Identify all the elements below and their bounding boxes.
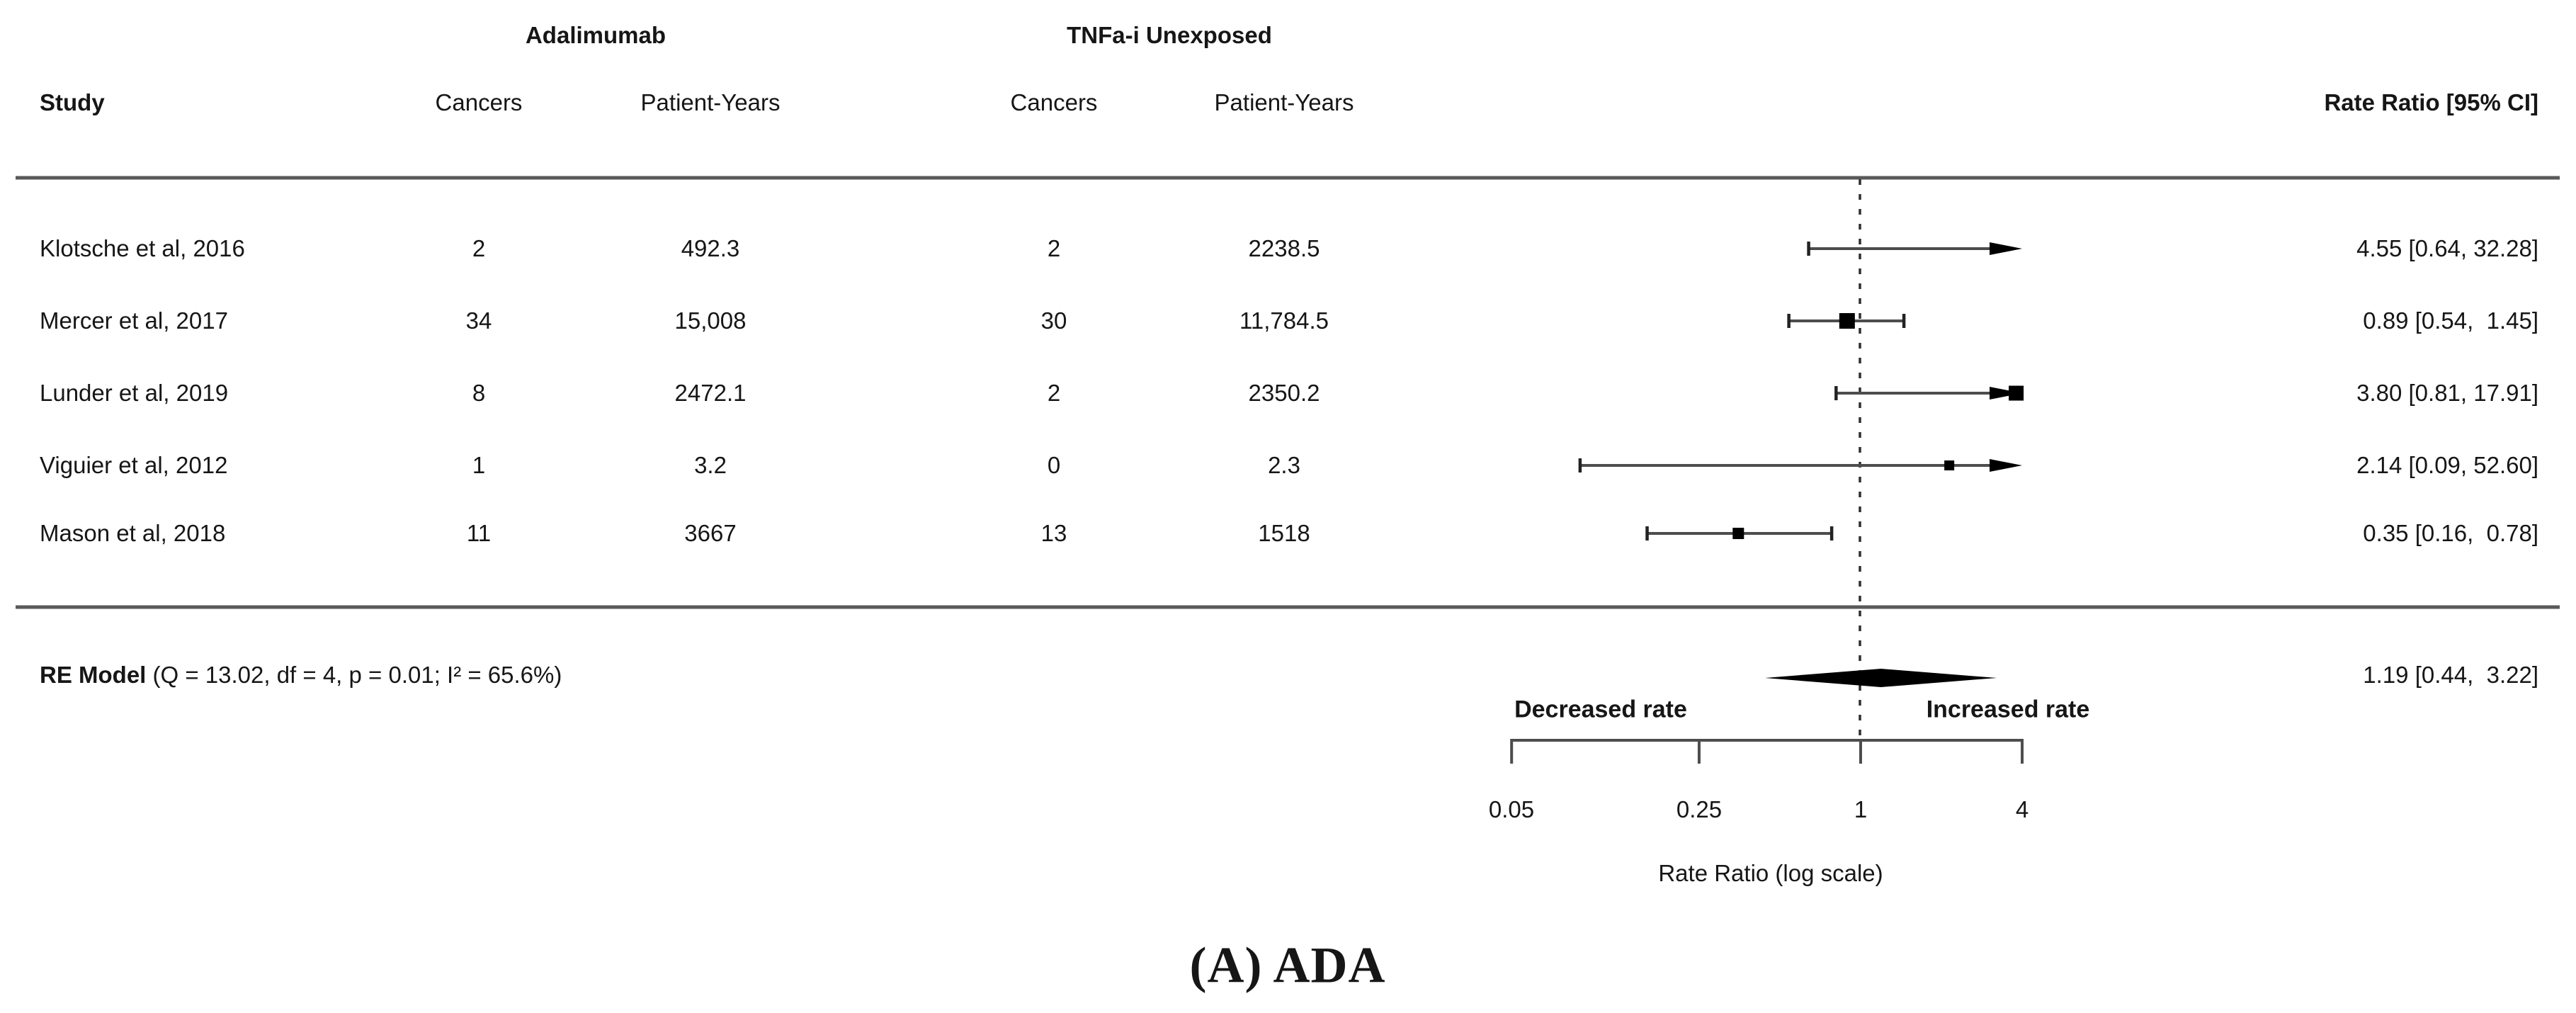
exposed-patient-years-value: 3.2	[694, 451, 727, 478]
figure-caption: (A) ADA	[1189, 936, 1386, 994]
column-header-rate-ratio: Rate Ratio [95% CI]	[2324, 89, 2538, 115]
exposed-cancers-value: 1	[472, 451, 486, 478]
study-name: Mason et al, 2018	[40, 519, 226, 546]
column-header-py-unexposed: Patient-Years	[1214, 89, 1354, 115]
re-model-label: RE Model (Q = 13.02, df = 4, p = 0.01; I…	[40, 662, 562, 688]
rate-ratio-ci-value: 2.14 [0.09, 52.60]	[2356, 451, 2538, 478]
exposed-patient-years-value: 2472.1	[674, 379, 747, 406]
unexposed-cancers-value: 0	[1047, 451, 1061, 478]
exposed-cancers-value: 34	[465, 307, 492, 334]
unexposed-cancers-value: 2	[1047, 234, 1061, 261]
axis-title: Rate Ratio (log scale)	[1658, 859, 1883, 886]
unexposed-cancers-value: 13	[1040, 519, 1067, 546]
rate-ratio-ci-value: 4.55 [0.64, 32.28]	[2356, 234, 2538, 261]
group-header-adalimumab: Adalimumab	[525, 21, 666, 48]
study-name: Lunder et al, 2019	[40, 379, 229, 406]
group-header-tnfa-unexposed: TNFa-i Unexposed	[1067, 21, 1272, 48]
ci-upper-arrow	[1990, 387, 2023, 400]
unexposed-patient-years-value: 2.3	[1268, 451, 1300, 478]
column-header-study: Study	[40, 89, 105, 115]
x-axis	[1510, 739, 2024, 764]
unexposed-patient-years-value: 1518	[1258, 519, 1310, 546]
axis-tick-4: 4	[2015, 796, 2029, 822]
unexposed-patient-years-value: 2350.2	[1248, 379, 1320, 406]
point-estimate-square	[1944, 460, 1955, 470]
axis-tick-1: 1	[1854, 796, 1868, 822]
unexposed-cancers-value: 2	[1047, 379, 1061, 406]
ci-upper-arrow	[1990, 242, 2023, 255]
rate-ratio-ci-value: 0.89 [0.54, 1.45]	[2363, 307, 2538, 334]
re-model-prefix: RE Model	[40, 661, 153, 688]
unexposed-patient-years-value: 11,784.5	[1239, 307, 1329, 334]
study-name: Mercer et al, 2017	[40, 307, 228, 334]
axis-tick-0.25: 0.25	[1676, 796, 1723, 822]
exposed-cancers-value: 2	[472, 234, 486, 261]
ci-upper-arrow	[1990, 459, 2023, 472]
point-estimate-square	[1732, 528, 1744, 539]
exposed-cancers-value: 8	[472, 379, 486, 406]
rate-ratio-ci-value: 0.35 [0.16, 0.78]	[2363, 519, 2538, 546]
unexposed-cancers-value: 30	[1040, 307, 1067, 334]
column-header-cancers-unexposed: Cancers	[1010, 89, 1098, 115]
unexposed-patient-years-value: 2238.5	[1248, 234, 1320, 261]
column-header-cancers-exposed: Cancers	[435, 89, 523, 115]
summary-diamond	[1764, 669, 1997, 687]
point-estimate-square	[1839, 313, 1855, 329]
increased-rate-label: Increased rate	[1926, 696, 2090, 723]
decreased-rate-label: Decreased rate	[1514, 696, 1687, 723]
axis-tick-0.05: 0.05	[1488, 796, 1535, 822]
study-name: Viguier et al, 2012	[40, 451, 228, 478]
re-model-stats: (Q = 13.02, df = 4, p = 0.01; I² = 65.6%…	[152, 661, 562, 688]
point-estimate-square	[2009, 385, 2024, 401]
exposed-patient-years-value: 15,008	[674, 307, 747, 334]
exposed-patient-years-value: 3667	[684, 519, 737, 546]
exposed-cancers-value: 11	[466, 519, 492, 546]
summary-ci-value: 1.19 [0.44, 3.22]	[2363, 661, 2538, 688]
study-name: Klotsche et al, 2016	[40, 234, 245, 261]
exposed-patient-years-value: 492.3	[681, 234, 740, 261]
column-header-py-exposed: Patient-Years	[640, 89, 781, 115]
rate-ratio-ci-value: 3.80 [0.81, 17.91]	[2356, 379, 2538, 406]
